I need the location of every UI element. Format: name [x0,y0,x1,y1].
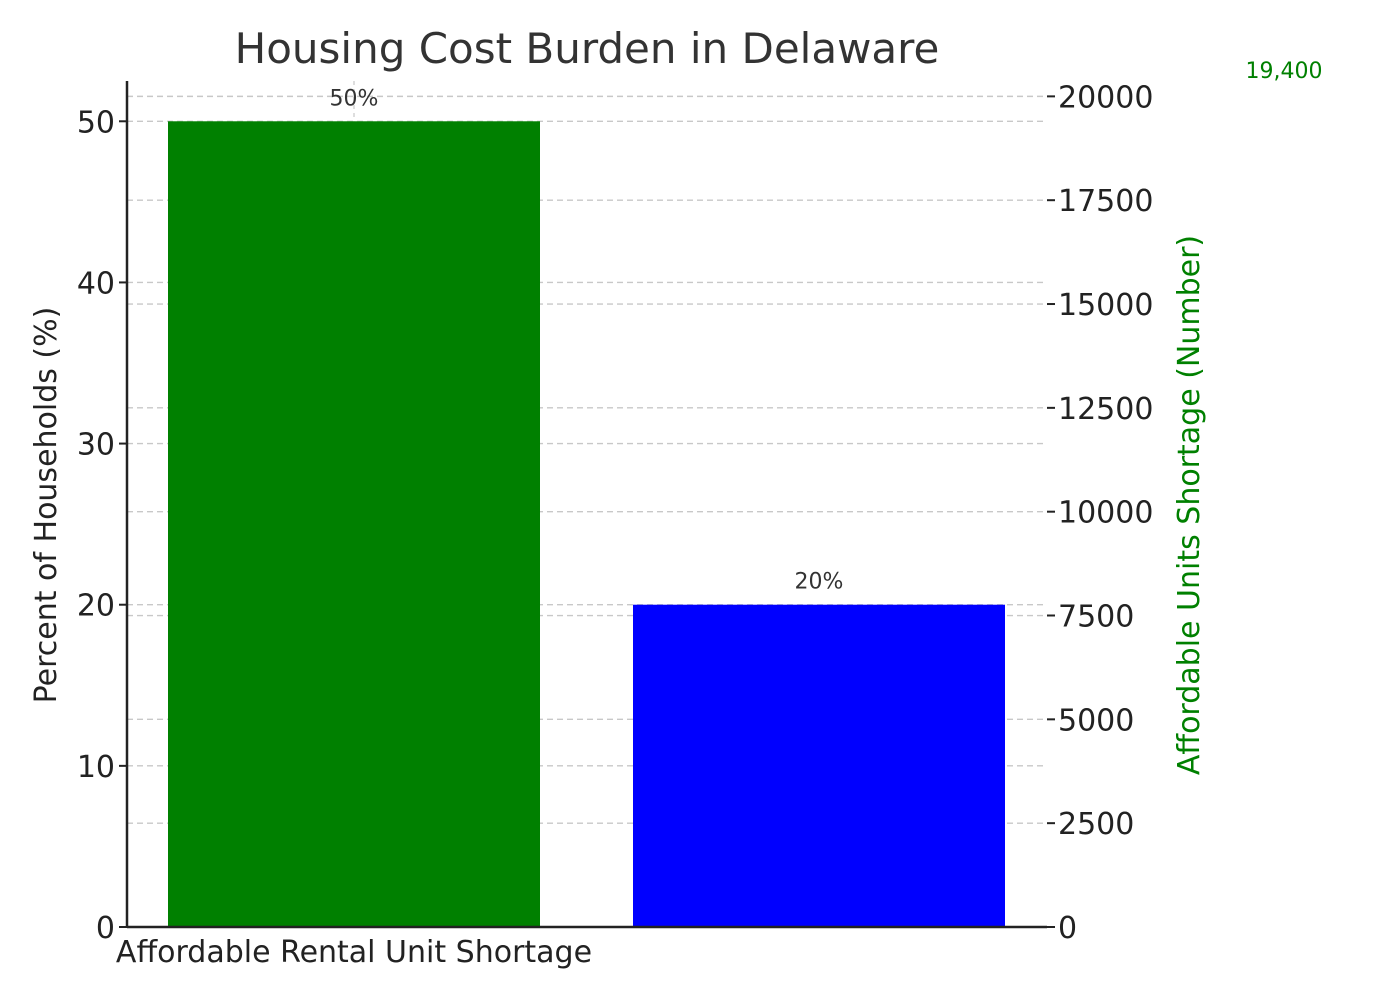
y-tick-label: 20 [77,589,115,624]
y-tick-label: 10 [77,750,115,785]
y-tick-label: 0 [96,911,115,946]
bar-value-label-2: 20% [795,570,844,595]
secondary-y-tick-label: 2500 [1058,807,1134,842]
chart-title: Housing Cost Burden in Delaware [235,24,940,73]
bar-2 [633,604,1005,927]
secondary-y-tick-label: 20000 [1058,80,1153,115]
secondary-y-axis-label: Affordable Units Shortage (Number) [1172,235,1207,775]
labels-layer: 50% 20% 0 10 20 30 40 50 0 2500 5000 7500 10000 12500… [77,59,1323,946]
secondary-y-tick-label: 15000 [1058,288,1153,323]
secondary-y-tick-label: 10000 [1058,496,1153,531]
axes-layer [119,81,1055,929]
secondary-value-label-1: 19,400 [1246,59,1323,84]
bar-value-label-1: 50% [330,86,379,111]
y-tick-label: 30 [77,428,115,463]
secondary-y-tick-label: 12500 [1058,392,1153,427]
y-axis-label: Percent of Households (%) [29,307,64,704]
bars-layer [168,121,1005,928]
y-tick-label: 40 [77,266,115,301]
x-tick-label-affordable-rental-unit-shortage: Affordable Rental Unit Shortage [116,935,592,970]
secondary-y-tick-label: 7500 [1058,600,1134,635]
secondary-y-tick-label: 5000 [1058,703,1134,738]
secondary-y-tick-label: 0 [1058,911,1077,946]
secondary-y-tick-label: 17500 [1058,184,1153,219]
bar-1 [168,121,540,928]
y-tick-label: 50 [77,105,115,140]
